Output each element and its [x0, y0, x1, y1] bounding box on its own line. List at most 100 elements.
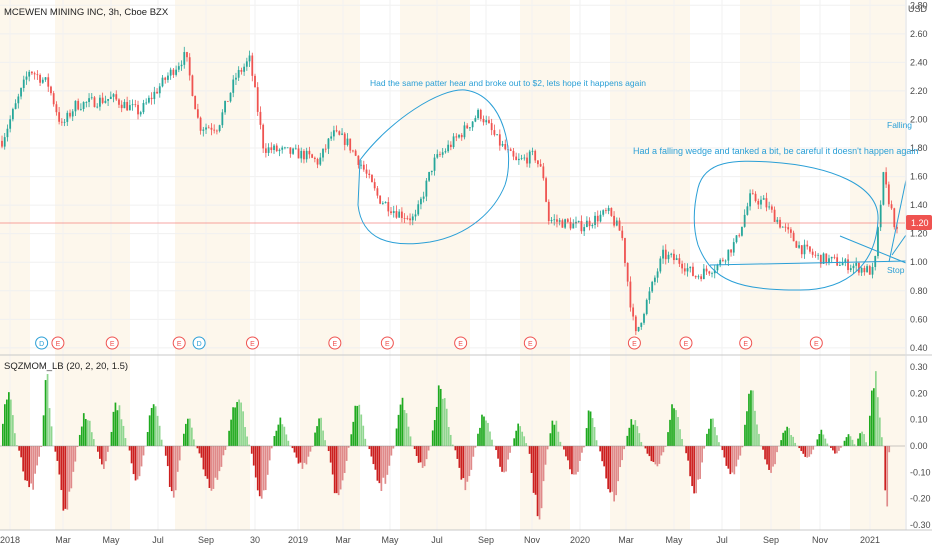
candle-body: [561, 220, 564, 228]
candle-body: [477, 109, 479, 119]
price-tick-label: 2.80: [910, 0, 928, 10]
histogram-bar: [691, 446, 693, 487]
event-marker-earnings: [245, 336, 259, 350]
candle-body: [400, 211, 403, 219]
histogram-bar: [782, 432, 784, 446]
candle-body: [686, 268, 689, 272]
histogram-bar: [427, 446, 430, 451]
histogram-bar: [303, 446, 306, 463]
candle-body: [474, 118, 477, 122]
histogram-bar: [76, 446, 79, 448]
candle-body: [724, 260, 727, 262]
event-marker-label: E: [458, 341, 463, 348]
histogram-bar: [640, 441, 643, 446]
candle-body: [131, 104, 134, 106]
candle-body: [411, 216, 414, 221]
time-tick-label: Mar: [335, 535, 351, 545]
candle-body: [25, 76, 28, 80]
histogram-bar: [301, 446, 304, 469]
candle-body: [855, 262, 858, 266]
price-tick-label: 1.40: [910, 200, 928, 210]
histogram-bar: [626, 435, 629, 446]
histogram-bar: [160, 439, 163, 446]
histogram-bar: [114, 402, 117, 446]
candle-body: [235, 77, 237, 80]
histogram-bar: [218, 446, 221, 472]
histogram-bar: [544, 446, 547, 465]
histogram-bar: [238, 399, 240, 446]
candle-body: [237, 69, 240, 78]
histogram-bar: [677, 417, 679, 446]
candle-body: [327, 138, 330, 149]
histogram-bar: [605, 446, 607, 479]
histogram-bar: [634, 420, 637, 446]
histogram-bar: [847, 434, 850, 446]
candle-body: [126, 101, 129, 111]
time-tick-label: May: [381, 535, 399, 545]
histogram-bar: [780, 440, 782, 446]
time-axis: 2018 Mar May Jul Sep 30 2019 Mar May Jul Sep Nov 202…: [0, 535, 880, 545]
histogram-bar: [28, 446, 30, 488]
candle-body: [31, 71, 33, 74]
candle-body: [806, 244, 809, 247]
histogram-bar: [565, 446, 567, 457]
histogram-bar: [90, 432, 93, 446]
histogram-bar: [122, 425, 125, 446]
histogram-bar: [341, 446, 344, 481]
candle-body: [509, 149, 512, 151]
histogram-bar: [822, 434, 825, 446]
histogram-bar: [525, 443, 528, 446]
histogram-bar: [185, 423, 187, 446]
candle-body: [776, 219, 779, 222]
candle-body: [248, 55, 251, 62]
histogram-bar: [370, 446, 373, 457]
histogram-bar: [84, 418, 87, 446]
time-tick-label: May: [665, 535, 683, 545]
candle-body: [877, 227, 879, 257]
candle-body: [887, 184, 890, 205]
histogram-bar: [727, 446, 730, 469]
candle-body: [890, 204, 893, 209]
price-tick-label: 1.80: [910, 143, 928, 153]
histogram-bar: [42, 415, 45, 446]
candle-body: [670, 253, 673, 255]
histogram-bar: [521, 431, 524, 446]
histogram-bar: [776, 446, 778, 453]
candle-body: [294, 148, 297, 150]
histogram-bar: [636, 426, 639, 446]
candle-body: [716, 264, 719, 271]
histogram-bar: [316, 426, 318, 446]
candle-body: [868, 266, 871, 275]
histogram-bar: [399, 404, 402, 446]
histogram-bar: [865, 442, 867, 446]
histogram-bar: [489, 431, 491, 446]
histogram-bar: [758, 433, 760, 446]
candle-body: [3, 137, 6, 147]
histogram-bar: [388, 446, 391, 466]
histogram-bar: [99, 446, 101, 459]
candle-body: [264, 148, 267, 153]
histogram-bar: [546, 446, 549, 450]
histogram-bar: [360, 414, 363, 446]
histogram-bar: [754, 410, 756, 446]
histogram-bar: [818, 434, 821, 446]
histogram-bar: [656, 446, 659, 467]
candle-body: [150, 97, 153, 100]
candle-body: [765, 198, 768, 208]
histogram-bar: [70, 446, 73, 489]
annotation-pattern: Had the same patter hear and broke out t…: [370, 78, 646, 88]
candle-body: [760, 199, 762, 205]
histogram-bar: [762, 446, 764, 450]
candle-body: [711, 273, 713, 275]
event-marker-label: E: [743, 341, 748, 348]
candle-body: [202, 129, 205, 131]
histogram-bar: [474, 446, 477, 448]
event-marker-earnings: [679, 336, 693, 350]
price-axis: 2.80 2.60 2.40 2.20 2.00 1.80 1.60 1.40 1.20 1.00…: [910, 0, 928, 353]
histogram-bar: [451, 444, 454, 446]
candle-body: [746, 206, 749, 215]
histogram-bar: [746, 411, 748, 446]
candle-body: [216, 130, 218, 132]
histogram-bar: [409, 436, 412, 446]
candle-body: [44, 77, 47, 80]
